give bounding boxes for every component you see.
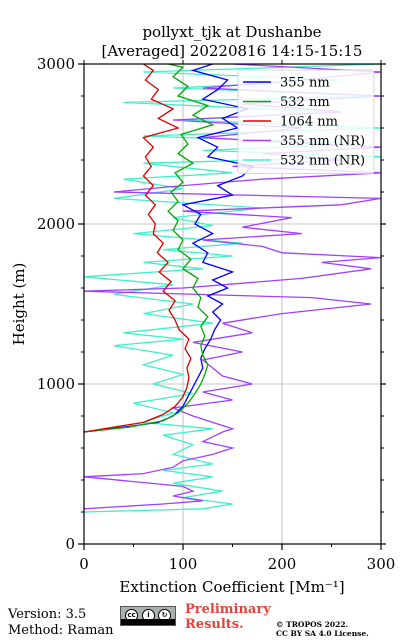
- legend-entry-label: 532 nm: [280, 95, 330, 110]
- legend-entry-label: 355 nm: [280, 76, 330, 91]
- extinction-profile-chart: pollyxt_tjk at Dushanbe [Averaged] 20220…: [10, 23, 396, 596]
- x-tick-label: 0: [79, 555, 89, 573]
- x-axis-label: Extinction Coefficient [Mm⁻¹]: [119, 578, 344, 596]
- legend-entry-label: 532 nm (NR): [280, 154, 365, 169]
- legend-entry-label: 1064 nm: [280, 115, 338, 130]
- x-tick-label: 300: [367, 555, 396, 573]
- preliminary-line1: Preliminary: [185, 602, 271, 617]
- x-tick-label: 100: [169, 555, 198, 573]
- method-text: Method: Raman: [8, 623, 114, 638]
- axis-ticks: [78, 60, 386, 550]
- y-tick-label: 2000: [37, 215, 75, 233]
- series-line-355-nm: [84, 64, 254, 433]
- chart-title-line1: pollyxt_tjk at Dushanbe: [142, 23, 321, 41]
- series-line-1064-nm: [84, 64, 192, 433]
- copyright-note: © TROPOS 2022. CC BY SA 4.0 License.: [276, 620, 369, 638]
- copyright-line1: © TROPOS 2022.: [276, 620, 349, 629]
- y-axis-label: Height (m): [10, 263, 28, 346]
- y-tick-label: 3000: [37, 55, 75, 73]
- cc-by-sa-logo-icon: cc i ↻: [120, 606, 176, 626]
- y-tick-label: 1000: [37, 375, 75, 393]
- copyright-line2: CC BY SA 4.0 License.: [276, 629, 369, 638]
- legend-box: [237, 69, 375, 174]
- version-text: Version: 3.5: [8, 607, 87, 622]
- preliminary-line2: Results.: [185, 617, 244, 632]
- chart-title-line2: [Averaged] 20220816 14:15-15:15: [102, 42, 363, 60]
- legend-entry-label: 355 nm (NR): [280, 134, 365, 149]
- legend: 355 nm 532 nm 1064 nm 355 nm (NR) 532 nm (NR…: [237, 69, 375, 174]
- y-tick-label: 0: [65, 535, 75, 553]
- series-line-532-nm: [84, 64, 215, 433]
- preliminary-note: Preliminary Results.: [185, 602, 271, 632]
- x-tick-label: 200: [268, 555, 297, 573]
